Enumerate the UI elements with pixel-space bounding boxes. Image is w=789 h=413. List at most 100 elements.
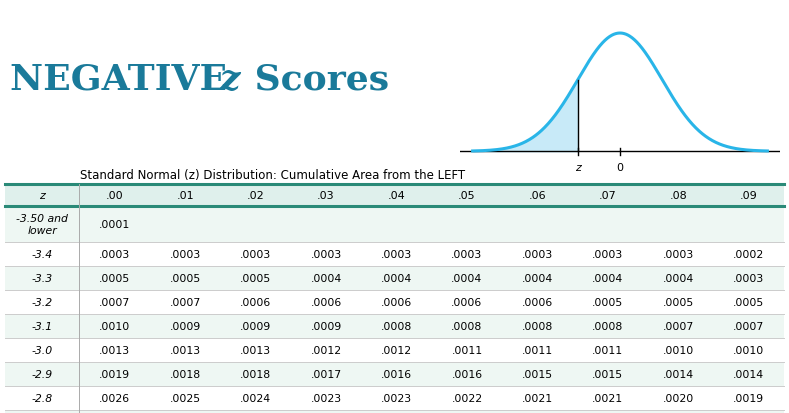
Text: .0006: .0006 xyxy=(522,297,553,307)
Bar xyxy=(432,386,502,410)
Text: -2.8: -2.8 xyxy=(32,393,53,403)
Bar xyxy=(291,338,361,362)
Text: .0006: .0006 xyxy=(381,297,412,307)
Text: .0008: .0008 xyxy=(381,321,412,331)
Bar xyxy=(220,386,291,410)
Text: .0003: .0003 xyxy=(733,273,765,283)
Bar xyxy=(713,242,784,266)
Bar xyxy=(291,185,361,206)
Bar xyxy=(361,362,432,386)
Text: .0023: .0023 xyxy=(381,393,412,403)
Text: .0007: .0007 xyxy=(99,297,130,307)
Bar xyxy=(150,290,220,314)
Bar xyxy=(573,338,643,362)
Text: .0021: .0021 xyxy=(593,393,623,403)
Bar xyxy=(502,242,573,266)
Bar xyxy=(713,266,784,290)
Bar xyxy=(220,266,291,290)
Text: .0004: .0004 xyxy=(522,273,553,283)
Bar xyxy=(80,386,150,410)
Bar xyxy=(361,290,432,314)
Text: .0003: .0003 xyxy=(451,249,483,259)
Text: .0003: .0003 xyxy=(310,249,342,259)
Bar xyxy=(150,185,220,206)
Text: -3.1: -3.1 xyxy=(32,321,53,331)
Text: .0010: .0010 xyxy=(733,345,765,355)
Text: .09: .09 xyxy=(740,190,757,201)
Bar xyxy=(80,266,150,290)
Text: .0026: .0026 xyxy=(99,393,130,403)
Text: .0009: .0009 xyxy=(240,321,271,331)
Bar xyxy=(291,290,361,314)
Bar xyxy=(150,410,220,413)
Text: .0012: .0012 xyxy=(381,345,412,355)
Text: .0005: .0005 xyxy=(733,297,765,307)
Bar xyxy=(643,386,713,410)
Bar xyxy=(220,338,291,362)
Bar xyxy=(291,362,361,386)
Text: .05: .05 xyxy=(458,190,476,201)
Text: .02: .02 xyxy=(247,190,264,201)
Bar xyxy=(643,242,713,266)
Bar xyxy=(5,386,80,410)
Bar xyxy=(80,410,150,413)
Text: -3.2: -3.2 xyxy=(32,297,53,307)
Text: -3.3: -3.3 xyxy=(32,273,53,283)
Text: .0012: .0012 xyxy=(310,345,342,355)
Bar xyxy=(80,338,150,362)
Bar xyxy=(432,185,502,206)
Text: .0008: .0008 xyxy=(593,321,623,331)
Text: .0018: .0018 xyxy=(170,369,200,379)
Bar xyxy=(291,206,361,242)
Text: Standard Normal (z) Distribution: Cumulative Area from the LEFT: Standard Normal (z) Distribution: Cumula… xyxy=(80,168,466,181)
Bar xyxy=(361,242,432,266)
Bar xyxy=(150,338,220,362)
Bar xyxy=(361,314,432,338)
Text: .0015: .0015 xyxy=(522,369,553,379)
Bar xyxy=(573,242,643,266)
Text: .08: .08 xyxy=(669,190,687,201)
Text: .0015: .0015 xyxy=(593,369,623,379)
Bar xyxy=(502,362,573,386)
Bar xyxy=(80,290,150,314)
Text: .0019: .0019 xyxy=(733,393,765,403)
Text: z: z xyxy=(39,190,45,201)
Bar xyxy=(573,410,643,413)
Bar xyxy=(361,410,432,413)
Text: .0005: .0005 xyxy=(170,273,200,283)
Text: .0022: .0022 xyxy=(451,393,483,403)
Bar xyxy=(361,185,432,206)
Bar xyxy=(502,185,573,206)
Text: .01: .01 xyxy=(176,190,194,201)
Text: -3.4: -3.4 xyxy=(32,249,53,259)
Bar xyxy=(713,386,784,410)
Text: .0009: .0009 xyxy=(170,321,200,331)
Bar xyxy=(150,314,220,338)
Bar xyxy=(5,185,80,206)
Text: -3.50 and
lower: -3.50 and lower xyxy=(17,214,68,235)
Text: .0014: .0014 xyxy=(733,369,765,379)
Text: .0005: .0005 xyxy=(99,273,130,283)
Bar xyxy=(361,386,432,410)
Bar xyxy=(291,242,361,266)
Text: .04: .04 xyxy=(387,190,406,201)
Text: -3.0: -3.0 xyxy=(32,345,53,355)
Bar xyxy=(502,290,573,314)
Text: z: z xyxy=(575,163,581,173)
Bar xyxy=(220,314,291,338)
Bar xyxy=(5,338,80,362)
Bar xyxy=(5,362,80,386)
Text: z: z xyxy=(220,63,241,97)
Bar xyxy=(713,338,784,362)
Text: .0011: .0011 xyxy=(522,345,553,355)
Bar xyxy=(643,362,713,386)
Bar xyxy=(432,338,502,362)
Text: .0007: .0007 xyxy=(663,321,694,331)
Bar xyxy=(713,314,784,338)
Bar xyxy=(5,314,80,338)
Bar xyxy=(713,290,784,314)
Bar xyxy=(643,185,713,206)
Bar xyxy=(643,206,713,242)
Text: .0024: .0024 xyxy=(240,393,271,403)
Bar xyxy=(361,266,432,290)
